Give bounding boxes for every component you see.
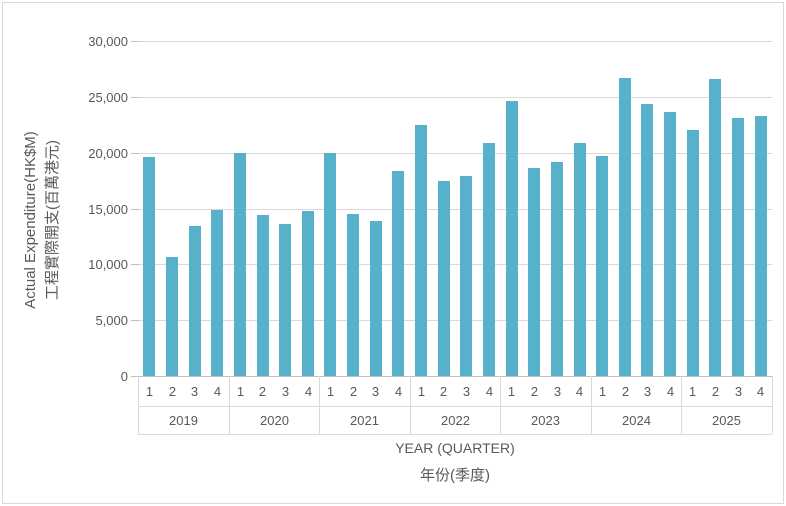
bar-2019-q2 [166, 257, 178, 376]
bar-2025-q1 [687, 130, 699, 376]
y-gridline [138, 264, 772, 265]
bar-2019-q4 [211, 210, 223, 376]
year-label: 2020 [260, 413, 289, 428]
quarter-label: 1 [417, 384, 426, 399]
year-separator-line [138, 376, 139, 434]
quarter-label: 4 [575, 384, 584, 399]
year-label: 2021 [350, 413, 379, 428]
quarter-label: 4 [213, 384, 222, 399]
year-separator-line [410, 376, 411, 434]
bar-2023-q2 [528, 168, 540, 376]
y-tick-mark [131, 153, 139, 154]
bar-2020-q1 [234, 153, 246, 376]
category-bottom-line [138, 434, 772, 435]
bar-2020-q2 [257, 215, 269, 376]
year-separator-line [319, 376, 320, 434]
quarter-label: 3 [371, 384, 380, 399]
year-separator-line [681, 376, 682, 434]
quarter-label: 3 [462, 384, 471, 399]
y-gridline [138, 153, 772, 154]
bar-2025-q4 [755, 116, 767, 376]
y-tick-label: 15,000 [88, 202, 128, 217]
bar-2025-q2 [709, 79, 721, 376]
quarter-label: 3 [734, 384, 743, 399]
quarter-label: 2 [349, 384, 358, 399]
quarter-label: 2 [258, 384, 267, 399]
year-label: 2023 [531, 413, 560, 428]
quarter-label: 4 [394, 384, 403, 399]
quarter-label: 3 [553, 384, 562, 399]
y-tick-mark [131, 97, 139, 98]
bar-2021-q3 [370, 221, 382, 376]
quarter-label: 4 [666, 384, 675, 399]
year-label: 2025 [712, 413, 741, 428]
y-gridline [138, 320, 772, 321]
bar-2022-q2 [438, 181, 450, 376]
quarter-label: 2 [168, 384, 177, 399]
year-separator-line [591, 376, 592, 434]
x-axis-title: YEAR (QUARTER) [395, 440, 515, 456]
bar-2023-q3 [551, 162, 563, 376]
year-label: 2022 [441, 413, 470, 428]
quarter-label: 2 [439, 384, 448, 399]
bar-2019-q3 [189, 226, 201, 376]
y-tick-mark [131, 376, 139, 377]
quarter-label: 3 [190, 384, 199, 399]
bar-2024-q1 [596, 156, 608, 376]
year-separator-line [772, 376, 773, 434]
quarter-label: 4 [485, 384, 494, 399]
quarter-label: 1 [598, 384, 607, 399]
quarter-label: 1 [236, 384, 245, 399]
bar-2020-q3 [279, 224, 291, 376]
year-separator-line [500, 376, 501, 434]
y-tick-label: 5,000 [95, 313, 128, 328]
y-tick-label: 30,000 [88, 34, 128, 49]
quarter-label: 2 [711, 384, 720, 399]
bar-2021-q2 [347, 214, 359, 376]
y-gridline [138, 97, 772, 98]
bar-2021-q4 [392, 171, 404, 376]
bar-2020-q4 [302, 211, 314, 376]
y-tick-mark [131, 41, 139, 42]
y-gridline [138, 41, 772, 42]
quarter-label: 1 [688, 384, 697, 399]
bar-2024-q4 [664, 112, 676, 376]
bar-2021-q1 [324, 153, 336, 376]
x-axis-line [138, 376, 772, 377]
bar-2023-q1 [506, 101, 518, 376]
y-axis-title-en: Actual Expenditure(HK$M) [22, 131, 39, 309]
year-label: 2019 [169, 413, 198, 428]
quarter-label: 1 [145, 384, 154, 399]
quarter-label: 2 [621, 384, 630, 399]
quarter-label: 4 [756, 384, 765, 399]
bar-2019-q1 [143, 157, 155, 376]
bar-2022-q1 [415, 125, 427, 376]
bar-2025-q3 [732, 118, 744, 376]
quarter-label: 2 [530, 384, 539, 399]
y-tick-mark [131, 264, 139, 265]
y-tick-label: 25,000 [88, 90, 128, 105]
x-axis-title-zh: 年份(季度) [420, 467, 490, 484]
quarter-label: 3 [281, 384, 290, 399]
year-separator-line [229, 376, 230, 434]
quarter-label: 1 [326, 384, 335, 399]
quarter-label: 3 [643, 384, 652, 399]
bar-2024-q3 [641, 104, 653, 376]
year-label: 2024 [622, 413, 651, 428]
y-tick-mark [131, 320, 139, 321]
category-divider-line [138, 406, 772, 407]
quarter-label: 1 [507, 384, 516, 399]
quarter-label: 4 [304, 384, 313, 399]
y-tick-mark [131, 209, 139, 210]
bar-2022-q4 [483, 143, 495, 376]
y-tick-label: 10,000 [88, 257, 128, 272]
y-tick-label: 0 [120, 369, 128, 384]
y-tick-label: 20,000 [88, 146, 128, 161]
y-gridline [138, 209, 772, 210]
bar-2024-q2 [619, 78, 631, 376]
bar-2023-q4 [574, 143, 586, 376]
bar-2022-q3 [460, 176, 472, 376]
